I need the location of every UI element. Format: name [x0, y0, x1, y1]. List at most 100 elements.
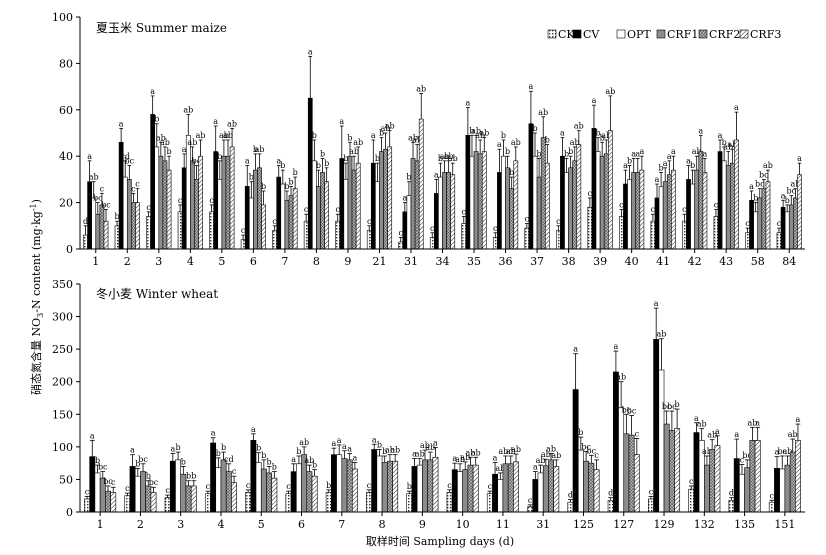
wheat-sig-label-opt-1: b	[95, 456, 100, 465]
wheat-x-tick-label-7: 7	[338, 518, 345, 531]
wheat-bar-crf3-127	[633, 454, 640, 513]
wheat-bar-opt-10	[457, 471, 463, 513]
maize-bar-ck-7	[272, 230, 277, 250]
wheat-bar-cv-2	[129, 466, 136, 513]
maize-bar-crf3-41	[671, 169, 676, 250]
wheat-sig-label-cv-10: a	[452, 454, 457, 463]
wheat-sig-label-crf2-125: bc	[587, 446, 597, 455]
maize-bar-crf2-21	[383, 148, 388, 250]
maize-y-tick-label-80: 80	[59, 57, 73, 70]
wheat-bar-cv-9	[411, 466, 418, 513]
maize-bar-ck-3	[146, 216, 151, 250]
maize-sig-label-crf3-5: ab	[227, 119, 237, 128]
wheat-x-tick-label-129: 129	[654, 518, 675, 531]
wheat-sig-label-opt-11: ab	[495, 464, 505, 473]
maize-bar-crf1-1	[95, 213, 101, 250]
maize-bar-crf3-36	[513, 160, 519, 250]
maize-bar-crf3-35	[481, 151, 487, 250]
maize-sig-label-opt-4: ab	[183, 105, 193, 114]
maize-sig-label-opt-35: b	[469, 126, 474, 135]
maize-y-tick-label-60: 60	[59, 104, 73, 117]
maize-bar-opt-8	[312, 160, 317, 250]
wheat-sig-label-crf2-7: a	[347, 444, 352, 453]
maize-sig-label-crf1-21: b	[379, 129, 384, 138]
wheat-bar-ck-8	[366, 492, 372, 513]
wheat-sig-label-opt-127: ab	[616, 373, 626, 382]
maize-bar-cv-40	[623, 183, 628, 250]
maize-sig-label-ck-31: c	[398, 228, 403, 237]
wheat-sig-label-crf3-4: c	[232, 467, 237, 476]
maize-sig-label-crf3-35: ab	[479, 129, 489, 138]
maize-bar-opt-42	[690, 183, 695, 250]
wheat-sig-label-crf3-11: ab	[511, 445, 521, 454]
maize-bar-crf1-31	[410, 158, 416, 250]
maize-sig-label-crf3-7: b	[293, 168, 298, 177]
maize-sig-label-crf1-35: ab	[471, 126, 481, 135]
wheat-sig-label-crf1-151: ab	[783, 447, 793, 456]
wheat-sig-label-crf2-127: bc	[627, 407, 637, 416]
maize-sig-label-crf3-39: ab	[605, 87, 615, 96]
maize-bar-opt-41	[658, 186, 664, 250]
wheat-sig-label-ck-132: c	[689, 477, 694, 486]
maize-bar-opt-35	[469, 155, 475, 250]
maize-sig-label-opt-58: b	[753, 194, 758, 203]
wheat-bar-opt-4	[215, 467, 222, 513]
maize-sig-label-cv-21: a	[371, 131, 376, 140]
wheat-bar-opt-2	[134, 475, 141, 513]
maize-sig-label-ck-1: d	[83, 217, 88, 226]
maize-bar-cv-21	[370, 162, 376, 250]
maize-sig-label-crf3-4: ab	[196, 131, 206, 140]
legend-swatch-crf3	[739, 29, 749, 39]
wheat-sig-label-crf1-11: abc	[498, 447, 513, 456]
maize-bar-crf1-6	[253, 169, 258, 250]
maize-sig-label-opt-42: b	[690, 161, 695, 170]
maize-sig-label-cv-40: a	[623, 161, 628, 170]
maize-sig-label-crf2-35: ab	[475, 131, 485, 140]
maize-sig-label-crf2-58: bc	[759, 170, 769, 179]
maize-sig-label-cv-38: a	[560, 129, 565, 138]
maize-sig-label-ck-21: c	[367, 217, 372, 226]
maize-sig-label-crf3-8: b	[324, 159, 329, 168]
maize-bar-crf2-35	[477, 153, 483, 250]
maize-bar-cv-6	[244, 186, 250, 250]
wheat-sig-label-cv-4: a	[211, 429, 216, 438]
wheat-bar-crf2-4	[225, 471, 232, 513]
maize-sig-label-crf1-9: b	[347, 133, 352, 142]
maize-sig-label-crf3-58: ab	[763, 161, 773, 170]
maize-bar-cv-7	[276, 176, 282, 250]
wheat-bar-opt-31	[537, 472, 544, 513]
wheat-x-tick-label-3: 3	[177, 518, 184, 531]
maize-sig-label-crf2-37: ab	[538, 108, 548, 117]
wheat-sig-label-crf2-1: bc	[103, 477, 113, 486]
maize-bar-crf2-43	[729, 162, 735, 250]
wheat-sig-label-crf1-135: bc	[742, 451, 752, 460]
maize-bar-crf1-39	[599, 155, 605, 250]
wheat-bar-crf2-6	[306, 471, 313, 513]
maize-bar-opt-6	[248, 197, 254, 250]
maize-bar-opt-38	[564, 172, 569, 250]
wheat-bar-crf2-1	[105, 490, 111, 513]
maize-bar-crf3-84	[797, 174, 802, 250]
maize-bar-crf3-9	[355, 162, 361, 250]
wheat-bar-opt-6	[295, 463, 302, 513]
maize-sig-label-cv-5: a	[213, 117, 218, 126]
wheat-sig-label-crf2-3: b	[186, 472, 191, 481]
maize-bar-ck-41	[650, 220, 656, 250]
maize-bar-cv-8	[307, 97, 313, 250]
wheat-bar-cv-3	[169, 460, 176, 513]
wheat-sig-label-crf1-132: ab	[702, 447, 712, 456]
wheat-bar-ck-129	[648, 498, 654, 513]
maize-bar-crf2-6	[257, 167, 262, 250]
maize-sig-label-crf2-2: c	[131, 184, 136, 193]
maize-sig-label-crf3-6: b	[261, 182, 266, 191]
maize-bar-crf2-58	[761, 188, 767, 250]
maize-sig-label-crf2-43: ab	[727, 140, 737, 149]
maize-bar-crf1-21	[379, 151, 384, 250]
wheat-sig-label-ck-125: d	[568, 491, 573, 500]
maize-sig-label-crf3-31: ab	[416, 85, 426, 94]
wheat-sig-label-crf1-5: b	[261, 451, 266, 460]
maize-bar-crf3-40	[639, 169, 645, 250]
maize-sig-label-opt-3: b	[154, 115, 159, 124]
maize-bar-crf3-8	[324, 181, 330, 250]
